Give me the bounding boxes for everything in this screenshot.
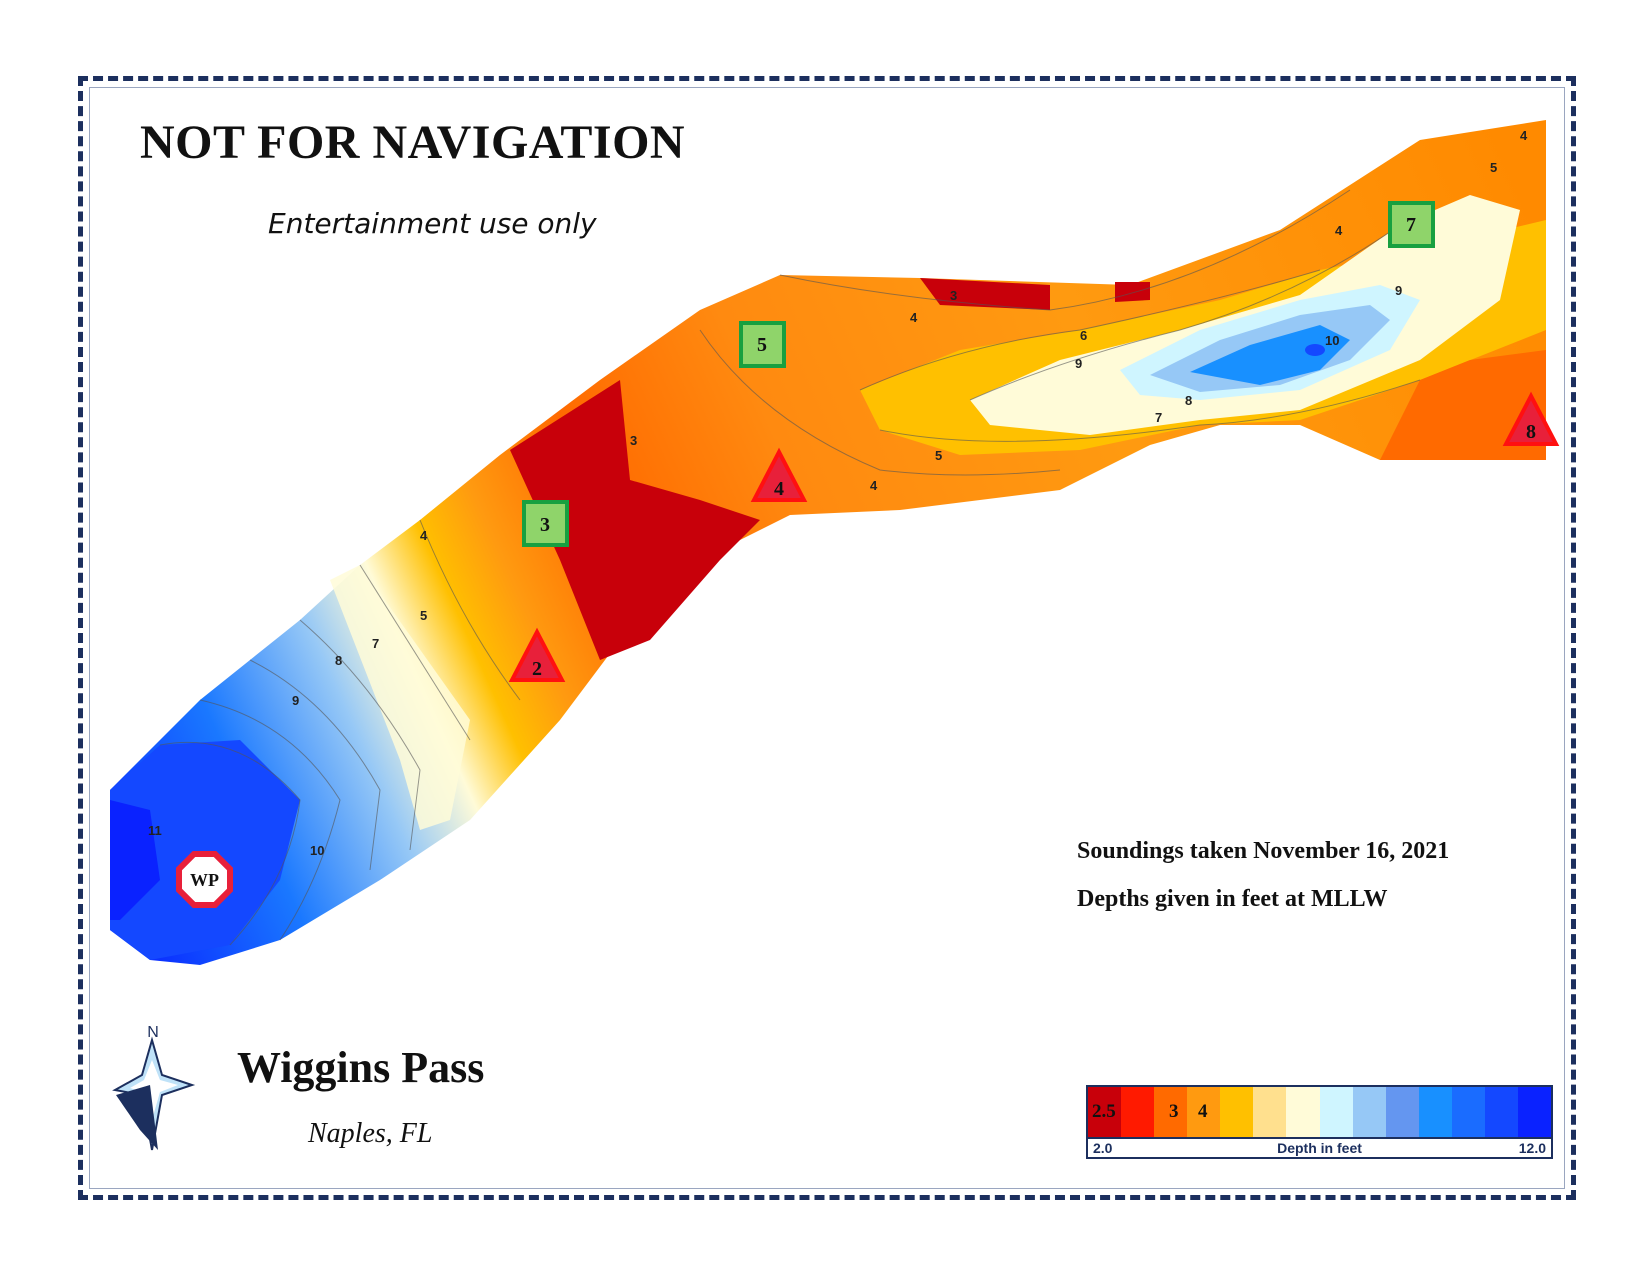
- contour-label: 7: [372, 636, 379, 651]
- shoal-band-light: [330, 565, 470, 830]
- page-title: NOT FOR NAVIGATION: [140, 116, 686, 169]
- legend-swatch: [1121, 1087, 1155, 1137]
- legend-swatch: [1385, 1087, 1419, 1137]
- deep-water-entrance: [110, 740, 300, 960]
- legend-color-bar: [1088, 1087, 1552, 1137]
- contour-label: 7: [1155, 410, 1162, 425]
- legend-max: 12.0: [1518, 1140, 1546, 1156]
- marker-8[interactable]: 8: [1502, 391, 1560, 446]
- contour-label: 4: [1335, 223, 1343, 238]
- contour-label: 9: [1395, 283, 1402, 298]
- contour-lines: [159, 189, 1421, 946]
- contour-label: 4: [910, 310, 918, 325]
- legend-swatch: [1418, 1087, 1452, 1137]
- legend-swatch: [1088, 1087, 1122, 1137]
- legend-swatch: [1253, 1087, 1287, 1137]
- shoal-red: [510, 380, 760, 660]
- legend-label: 3: [1169, 1101, 1179, 1122]
- compass-north-label: N: [147, 1024, 159, 1041]
- legend-axis: 2.0 Depth in feet 12.0: [1088, 1137, 1551, 1159]
- marker-2[interactable]: 2: [508, 627, 566, 682]
- marker-label: 3: [540, 514, 550, 536]
- legend-swatch: [1352, 1087, 1386, 1137]
- legend-swatch: [1319, 1087, 1353, 1137]
- marker-label: 5: [757, 334, 767, 356]
- compass-rose-icon: N: [112, 1024, 196, 1151]
- legend-swatch: [1286, 1087, 1320, 1137]
- soundings-note: Soundings taken November 16, 2021: [1077, 838, 1450, 864]
- contour-label: 10: [310, 843, 324, 858]
- channel-light: [970, 195, 1520, 435]
- legend-swatch: [1220, 1087, 1254, 1137]
- contour-label: 4: [1520, 128, 1528, 143]
- contour-label: 5: [1490, 160, 1497, 175]
- shoal-east: [1380, 350, 1546, 460]
- marker-7[interactable]: 7: [1388, 201, 1435, 248]
- contour-label: 6: [1080, 328, 1087, 343]
- legend-title: Depth in feet: [1277, 1140, 1362, 1156]
- depths-note: Depths given in feet at MLLW: [1077, 886, 1388, 912]
- marker-label: 4: [774, 478, 784, 500]
- place-name: Wiggins Pass: [237, 1043, 485, 1092]
- marker-5[interactable]: 5: [739, 321, 786, 368]
- legend-swatch: [1187, 1087, 1221, 1137]
- marker-3[interactable]: 3: [522, 500, 569, 547]
- contour-label: 8: [1185, 393, 1192, 408]
- legend-label: 2.5: [1092, 1101, 1116, 1122]
- contour-label: 5: [935, 448, 942, 463]
- legend-swatch: [1154, 1087, 1188, 1137]
- contour-label: 9: [1075, 356, 1082, 371]
- contour-label: 11: [148, 823, 162, 838]
- contour-label: 4: [420, 528, 428, 543]
- legend-swatch: [1451, 1087, 1485, 1137]
- contour-label: 9: [292, 693, 299, 708]
- marker-label: 8: [1526, 421, 1536, 443]
- shoal-red-north-2: [1115, 282, 1150, 302]
- contour-label: 3: [630, 433, 637, 448]
- channel-deepest: [1305, 344, 1325, 356]
- marker-wp[interactable]: WP: [176, 851, 233, 908]
- legend-label: 4: [1198, 1101, 1208, 1122]
- contour-label-group: 3 4 5 6 7 8 9 10 11 5 7 8 9 10 4 3 4 4 5…: [148, 128, 1528, 858]
- legend-min: 2.0: [1093, 1140, 1113, 1156]
- channel-deep: [1190, 325, 1350, 385]
- depth-legend: 2.5 3 4 2.0 Depth in feet 12.0: [1086, 1085, 1553, 1159]
- legend-swatch: [1518, 1087, 1552, 1137]
- contour-label: 8: [335, 653, 342, 668]
- contour-label: 5: [420, 608, 427, 623]
- contour-label: 10: [1325, 333, 1339, 348]
- marker-label: WP: [190, 870, 219, 890]
- marker-label: 2: [532, 658, 542, 680]
- page-subtitle: Entertainment use only: [268, 207, 597, 240]
- deepest-entrance: [110, 800, 160, 920]
- place-city: Naples, FL: [308, 1118, 433, 1149]
- contour-label: 3: [950, 288, 957, 303]
- legend-swatch: [1484, 1087, 1519, 1137]
- marker-label: 7: [1406, 214, 1416, 236]
- contour-label: 4: [870, 478, 878, 493]
- marker-4[interactable]: 4: [750, 447, 808, 502]
